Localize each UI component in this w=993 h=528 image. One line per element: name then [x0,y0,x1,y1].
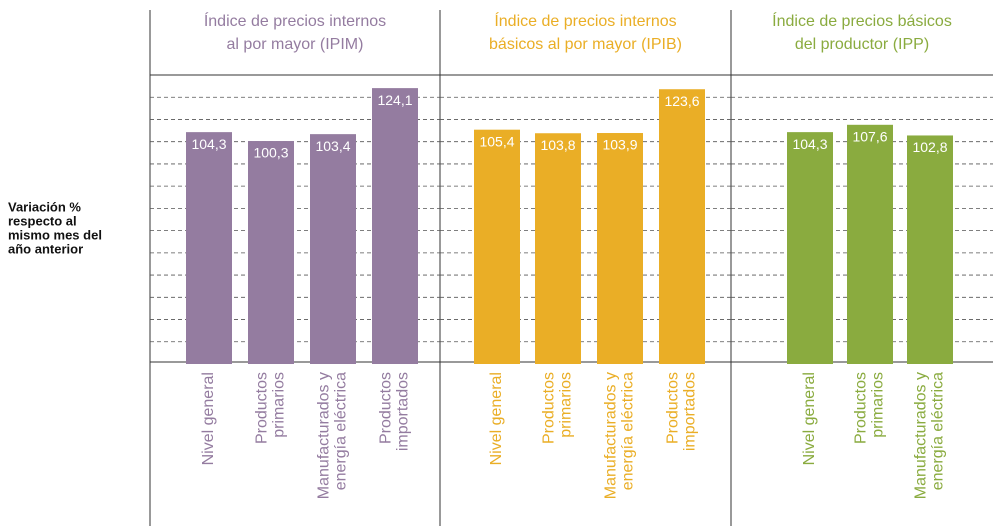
bar [372,88,418,365]
x-tick-label: Manufacturados y [913,372,930,499]
bar [847,124,893,364]
value-label: 103,9 [602,137,637,153]
x-tick-label: Productos [665,372,682,444]
value-label: 107,6 [852,129,887,145]
value-label: 102,8 [912,139,947,155]
panel-title: Índice de precios básicos [772,11,952,30]
value-label: 105,4 [479,133,514,149]
x-tick-label: Nivel general [200,372,217,465]
x-tick-label: Manufacturados y [316,372,333,499]
y-axis-label: año anterior [8,241,83,256]
x-tick-label: Productos [378,372,395,444]
bar [535,133,581,364]
value-label: 124,1 [377,92,412,108]
x-tick-label: Manufacturados y [603,372,620,499]
value-label: 123,6 [664,93,699,109]
bar [787,132,833,364]
panel-title: Índice de precios internos [204,11,386,30]
y-axis-label: respecto al [8,213,77,228]
panel-title: del productor (IPP) [795,36,929,53]
value-label: 100,3 [253,145,288,161]
x-tick-label: energía eléctrica [333,372,350,490]
value-label: 104,3 [191,136,226,152]
x-tick-label: importados [682,372,699,451]
x-tick-label: Productos [541,372,558,444]
x-tick-label: Productos [853,372,870,444]
value-label: 103,4 [315,138,350,154]
bar [907,135,953,364]
panel-title: básicos al por mayor (IPIB) [489,36,682,53]
bar [248,141,294,364]
bar [659,89,705,364]
x-tick-label: Nivel general [801,372,818,465]
x-tick-label: primarios [870,372,887,438]
bar [310,134,356,364]
bar [474,129,520,364]
panel-title: Índice de precios internos [494,11,676,30]
x-tick-label: Productos [254,372,271,444]
x-tick-label: energía eléctrica [620,372,637,490]
x-tick-label: primarios [271,372,288,438]
bar [186,132,232,364]
y-axis-label: Variación % [8,199,81,214]
x-tick-label: Nivel general [488,372,505,465]
x-tick-label: importados [395,372,412,451]
y-axis-label: mismo mes del [8,227,102,242]
bar [597,133,643,364]
panel-title: al por mayor (IPIM) [227,36,364,53]
value-label: 103,8 [540,137,575,153]
x-tick-label: primarios [558,372,575,438]
x-tick-label: energía eléctrica [930,372,947,490]
value-label: 104,3 [792,136,827,152]
